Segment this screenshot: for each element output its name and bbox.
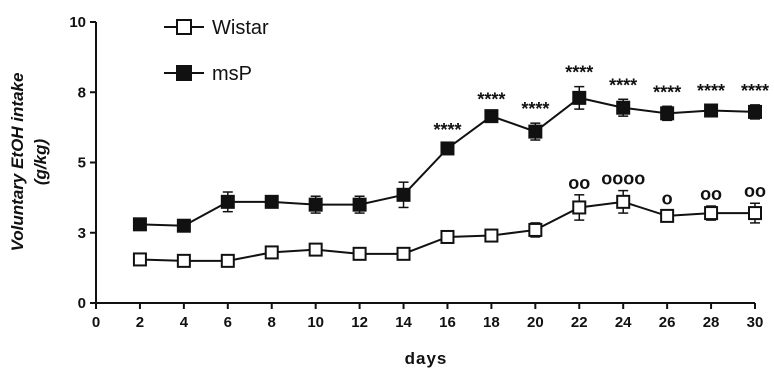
data-point <box>484 228 499 243</box>
y-axis-unit: (g/kg) <box>31 139 50 186</box>
x-tick-label: 10 <box>307 314 324 331</box>
x-tick-label: 16 <box>439 314 456 331</box>
significance-label: **** <box>433 120 461 140</box>
y-tick-label: 0 <box>78 295 86 312</box>
legend-item-msp: msP <box>164 63 252 85</box>
data-point <box>748 104 762 119</box>
x-axis-label: days <box>405 349 448 368</box>
data-point <box>396 246 411 261</box>
data-point <box>572 200 587 215</box>
y-tick-label: 5 <box>78 155 86 172</box>
legend-label-wistar: Wistar <box>212 17 269 39</box>
data-point <box>220 194 235 209</box>
significance-label: **** <box>521 99 549 119</box>
data-point <box>440 141 455 156</box>
x-tick-label: 12 <box>351 314 368 331</box>
significance-label: **** <box>477 89 505 109</box>
data-point <box>484 109 499 124</box>
data-point <box>352 197 367 212</box>
significance-label: **** <box>697 81 725 101</box>
data-point <box>660 208 675 223</box>
data-point <box>132 217 147 232</box>
data-point <box>616 100 631 115</box>
legend: Wistar msP <box>164 17 269 85</box>
significance-label: o <box>662 188 673 208</box>
significance-label: **** <box>741 81 769 101</box>
y-axis-label: Voluntary EtOH intake <box>8 73 27 252</box>
series-wistar <box>132 189 762 268</box>
x-tick-label: 0 <box>92 314 100 331</box>
data-point <box>528 124 543 139</box>
data-point <box>704 103 719 118</box>
legend-item-wistar: Wistar <box>164 17 269 39</box>
x-tick-label: 30 <box>747 314 764 331</box>
x-tick-label: 20 <box>527 314 544 331</box>
significance-label: **** <box>609 75 637 95</box>
significance-label: **** <box>565 63 593 83</box>
significance-label: oo <box>568 173 590 193</box>
data-point <box>440 229 455 244</box>
data-point <box>616 194 631 209</box>
significance-label: oooo <box>601 169 645 189</box>
data-point <box>264 194 279 209</box>
x-tick-label: 8 <box>268 314 276 331</box>
x-tick-label: 4 <box>180 314 189 331</box>
x-tick-label: 6 <box>224 314 232 331</box>
data-point <box>748 206 762 221</box>
x-tick-label: 26 <box>659 314 676 331</box>
x-tick-label: 2 <box>136 314 144 331</box>
x-tick-label: 28 <box>703 314 720 331</box>
x-tick-label: 18 <box>483 314 500 331</box>
legend-marker-msp <box>176 65 192 81</box>
data-point <box>264 245 279 260</box>
data-point <box>176 218 191 233</box>
data-point <box>704 206 719 221</box>
legend-label-msp: msP <box>212 63 252 85</box>
x-tick-label: 24 <box>615 314 632 331</box>
data-point <box>220 253 235 268</box>
series-msp <box>132 85 762 233</box>
x-tick-label: 14 <box>395 314 412 331</box>
y-tick-label: 10 <box>69 14 86 31</box>
y-tick-label: 3 <box>78 225 86 242</box>
significance-label: oo <box>744 181 766 201</box>
data-point <box>132 252 147 267</box>
legend-marker-wistar <box>176 19 192 35</box>
significance-label: oo <box>700 184 722 204</box>
data-point <box>572 90 587 105</box>
y-tick-label: 8 <box>78 84 86 101</box>
data-point <box>352 246 367 261</box>
x-tick-label: 22 <box>571 314 588 331</box>
data-point <box>396 187 411 202</box>
data-point <box>528 222 543 237</box>
data-point <box>660 106 675 121</box>
data-point <box>308 242 323 257</box>
data-point <box>176 253 191 268</box>
significance-label: **** <box>653 82 681 102</box>
data-point <box>308 197 323 212</box>
